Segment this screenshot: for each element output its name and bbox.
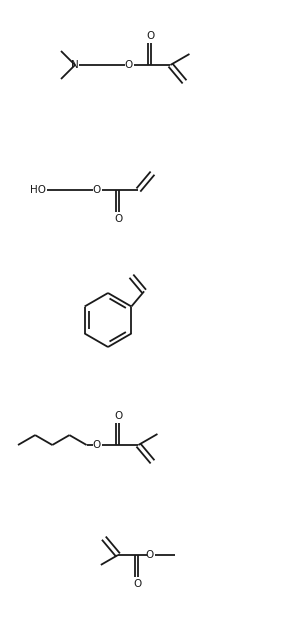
- Text: O: O: [115, 214, 123, 224]
- Text: N: N: [71, 60, 79, 70]
- Text: O: O: [134, 579, 142, 589]
- Text: HO: HO: [30, 185, 46, 195]
- Text: O: O: [125, 60, 133, 70]
- Text: O: O: [147, 31, 155, 41]
- Text: O: O: [93, 185, 101, 195]
- Text: O: O: [114, 411, 123, 421]
- Text: O: O: [93, 440, 101, 450]
- Text: O: O: [146, 550, 154, 560]
